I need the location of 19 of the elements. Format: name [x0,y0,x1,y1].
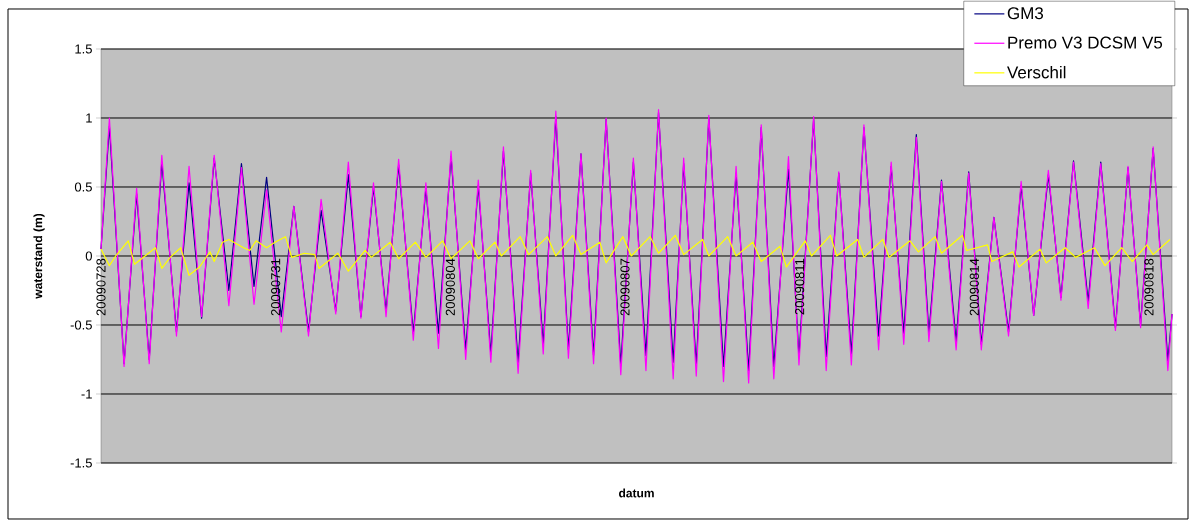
y-axis-title: waterstand (m) [33,213,45,299]
y-tick-label: -1 [81,389,92,399]
x-tick-label: 20090818 [1144,258,1154,316]
x-tick-label: 20090731 [271,258,281,316]
y-tick-label: 0 [85,251,92,261]
x-tick-label: 20090811 [795,258,805,315]
x-tick-label: 20090814 [969,258,979,316]
y-tick-label: 1 [86,113,92,123]
y-tick-label: 0.5 [74,182,92,192]
x-axis-title: datum [619,488,654,498]
x-tick-label: 20090807 [620,258,630,316]
legend-label: Premo V3 DCSM V5 [1008,36,1163,49]
x-tick-label: 20090804 [445,258,455,316]
legend-label: GM3 [1007,7,1044,20]
x-tick-label: 20090728 [96,258,106,316]
y-tick-label: -0.5 [70,320,92,330]
y-tick-label: 1.5 [75,44,92,54]
legend-label: Verschil [1007,65,1066,79]
y-tick-label: -1.5 [70,458,92,468]
